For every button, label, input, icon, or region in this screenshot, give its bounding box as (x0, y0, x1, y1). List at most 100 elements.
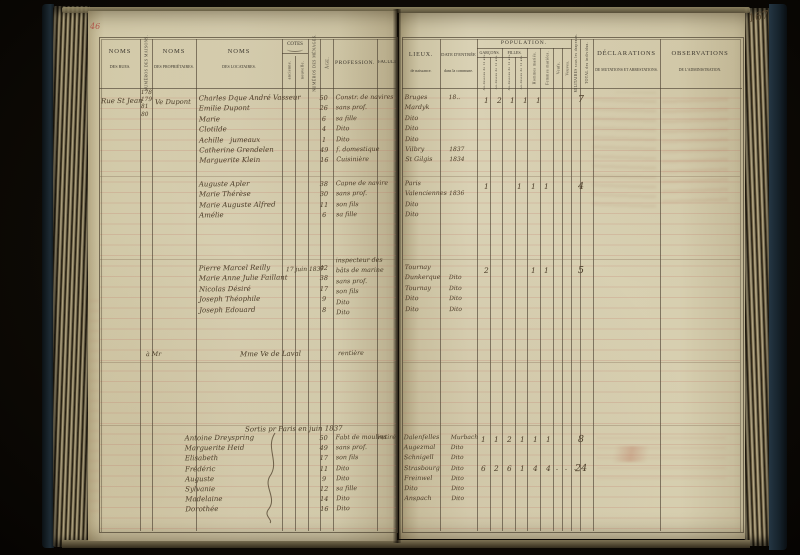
group-line (100, 176, 396, 177)
pop-count: 1 (532, 434, 538, 445)
tenant-names: Pierre Marcel Reilly Marie Anne Julie Fa… (198, 263, 288, 315)
tenant-names: Auguste Apler Marie Thérèse Marie August… (198, 179, 276, 220)
col-header-militaires: MILITAIRES sous les drapeaux. (574, 33, 578, 93)
grid-line (377, 39, 378, 531)
col-header-cote-ancienne: ancienne. (286, 60, 292, 80)
col-header-proprietaires-sub: DES PROPRIÉTAIRES. (154, 64, 194, 69)
pop-count: 1 (516, 181, 522, 192)
ages-column: 50 26 6 4 1 49 16 (319, 93, 329, 165)
col-header-profession: PROFESSION. (335, 60, 375, 66)
col-header-locataires: NOMS (227, 48, 251, 55)
header-bottom-line (402, 88, 742, 89)
book-cover-right (769, 4, 787, 550)
faculte-note: retiré (377, 433, 397, 442)
birthplaces-column: Dalenfelles Augezmal Schnigell Strasbour… (403, 433, 440, 503)
group-line (403, 176, 740, 177)
grid-line (540, 48, 541, 531)
col-header-filles-under12: Au-dessous de 12 ans. (507, 53, 511, 91)
pop-total: 5 (577, 264, 585, 277)
pop-count: 1 (483, 181, 489, 192)
entry-dates-column: 18.. 1837 1834 (448, 93, 465, 164)
col-group-population: POPULATION. (500, 40, 548, 46)
pop-count: 2 (483, 265, 489, 276)
group-line (403, 425, 740, 426)
pop-count: 1 (480, 434, 486, 445)
middle-left-note: à Mr (145, 350, 162, 359)
pop-count: 2 (496, 95, 502, 106)
pop-count: 1 (519, 463, 525, 474)
right-page (399, 13, 745, 539)
table-frame-left-inner (101, 39, 397, 532)
grid-line (580, 39, 581, 531)
col-header-hommes-maries: Hommes mariés. (531, 51, 537, 85)
grid-line (282, 53, 308, 54)
pop-total: 8 (577, 433, 585, 446)
grid-line (140, 39, 141, 531)
pop-count: 1 (522, 95, 528, 106)
col-header-filles: FILLES. (507, 50, 522, 55)
grid-line (282, 39, 283, 531)
grid-line (477, 39, 478, 531)
col-header-cote-nouvelle: nouvelle. (299, 60, 305, 80)
col-header-rues-sub: DES RUES. (109, 64, 131, 69)
grid-line (502, 48, 503, 531)
col-header-garcons-over12: Au-dessus de 12 ans. (494, 54, 498, 90)
middle-tenant-name: Mme Ve de Laval (239, 349, 302, 359)
population-underline (477, 48, 571, 49)
col-header-veufs: Veufs. (555, 61, 561, 75)
group-line (100, 362, 396, 363)
book-cover-left (42, 4, 54, 548)
group-line (403, 259, 740, 260)
col-header-filles-over12: Au-dessus de 12 ans. (519, 54, 523, 90)
left-page (88, 11, 397, 541)
page-stack-top (62, 7, 750, 13)
pop-count: 6 (506, 463, 512, 474)
ages-column: 42 38 17 9 8 (319, 263, 329, 314)
col-header-lieux-sub: de naissance. (410, 68, 432, 73)
pop-count: 1 (543, 181, 549, 192)
col-header-garcons: GARÇONS. (479, 50, 500, 55)
pop-count: 1 (543, 265, 549, 276)
handwritten-flourish (266, 432, 276, 524)
pop-count: 1 (493, 434, 499, 445)
pop-total: 7 (577, 93, 585, 106)
page-stack-bottom (62, 540, 750, 548)
grid-line (196, 39, 197, 531)
col-header-date-entree-sub: dans la commune. (444, 68, 473, 73)
col-header-locataires-sub: DES LOCATAIRES. (222, 64, 256, 69)
professions-column: Fabt de moulins sans prof. son fils Dito… (335, 433, 387, 513)
pop-total: 4 (577, 180, 585, 193)
tenant-names: Charles Dque André Vasseur Emilie Dupont… (198, 93, 301, 165)
grid-line (562, 48, 563, 531)
grid-line (593, 39, 594, 531)
pop-count: 4 (532, 463, 538, 474)
grid-line (308, 39, 309, 531)
pop-count: 2 (493, 463, 499, 474)
col-header-facultes: FACULTÉS. (378, 60, 397, 65)
pop-count: 4 (545, 463, 551, 474)
grid-line (333, 39, 334, 531)
pop-total: 24 (574, 462, 588, 475)
pop-dash: - (564, 465, 568, 474)
grid-line (660, 39, 661, 531)
col-header-rues: NOMS (108, 48, 132, 55)
page-stack-right (744, 8, 770, 546)
col-header-femmes-mariees: Femmes mariées. (544, 51, 550, 85)
street-name: Rue St Jean (100, 96, 143, 106)
grid-line (490, 57, 491, 531)
col-header-declarations-sub: DE MUTATIONS ET ARRESTATIONS. (595, 68, 658, 72)
professions-column: Capne de navire sans prof. son fils sa f… (335, 179, 389, 219)
ages-column: 50 49 17 11 9 12 14 16 (319, 433, 329, 514)
col-header-garcons-under12: Au-dessous de 12 ans. (482, 53, 486, 91)
grid-line (477, 57, 527, 58)
pop-count: 1 (483, 95, 489, 106)
birthplaces-column: Tournay Dunkerque Tournay Dito Dito (404, 263, 441, 313)
cotes-brace-flourish (287, 47, 303, 52)
grid-line (527, 48, 528, 531)
entry-dates-column: Murbach Dito Dito Dito Dito Dito Dito (450, 433, 479, 503)
header-bottom-line (99, 88, 396, 89)
grid-line (152, 39, 153, 531)
birthplaces-column: Bruges Mardyk Dito Dito Dito Vilbry St G… (404, 93, 433, 164)
grid-line (440, 39, 441, 531)
